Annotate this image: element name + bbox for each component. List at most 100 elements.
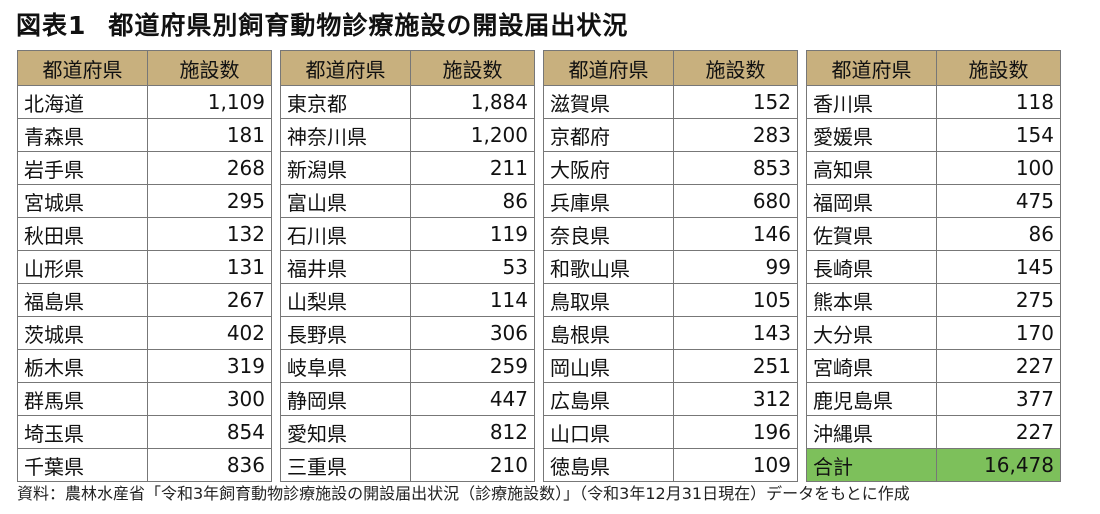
table-block: 都道府県 施設数 北海道 1,109 青森県 181 岩手県 268 宮城県 295 秋田県 132 山…	[17, 50, 272, 482]
header-row: 都道府県 施設数	[543, 50, 798, 86]
table-row: 愛媛県 154	[806, 118, 1061, 152]
prefecture-name: 群馬県	[17, 382, 148, 416]
prefecture-name: 広島県	[543, 382, 674, 416]
table-row: 宮崎県 227	[806, 349, 1061, 383]
facility-count: 447	[410, 382, 535, 416]
facility-count: 275	[936, 283, 1061, 317]
prefecture-name: 鳥取県	[543, 283, 674, 317]
table-row: 京都府 283	[543, 118, 798, 152]
facility-count: 211	[410, 151, 535, 185]
prefecture-name: 宮崎県	[806, 349, 937, 383]
facility-count: 170	[936, 316, 1061, 350]
prefecture-name: 香川県	[806, 85, 937, 119]
prefecture-name: 新潟県	[280, 151, 411, 185]
prefecture-name: 沖縄県	[806, 415, 937, 449]
facility-count: 812	[410, 415, 535, 449]
prefecture-name: 福島県	[17, 283, 148, 317]
table-row: 島根県 143	[543, 316, 798, 350]
table-row: 和歌山県 99	[543, 250, 798, 284]
table-row: 兵庫県 680	[543, 184, 798, 218]
table-row: 静岡県 447	[280, 382, 535, 416]
prefecture-name: 山梨県	[280, 283, 411, 317]
prefecture-name: 福岡県	[806, 184, 937, 218]
facility-count: 210	[410, 448, 535, 482]
table-row: 秋田県 132	[17, 217, 272, 251]
prefecture-name: 千葉県	[17, 448, 148, 482]
prefecture-name: 愛媛県	[806, 118, 937, 152]
facility-count: 283	[673, 118, 798, 152]
prefecture-name: 京都府	[543, 118, 674, 152]
table-row: 広島県 312	[543, 382, 798, 416]
prefecture-name: 埼玉県	[17, 415, 148, 449]
facility-count: 268	[147, 151, 272, 185]
table-row: 山口県 196	[543, 415, 798, 449]
facility-count: 1,109	[147, 85, 272, 119]
facility-count: 853	[673, 151, 798, 185]
facility-count: 100	[936, 151, 1061, 185]
table-row: 宮城県 295	[17, 184, 272, 218]
table-row: 埼玉県 854	[17, 415, 272, 449]
prefecture-name: 高知県	[806, 151, 937, 185]
table-row: 鳥取県 105	[543, 283, 798, 317]
table-row: 三重県 210	[280, 448, 535, 482]
table-row: 愛知県 812	[280, 415, 535, 449]
facility-count: 227	[936, 349, 1061, 383]
prefecture-name: 三重県	[280, 448, 411, 482]
facility-count: 1,884	[410, 85, 535, 119]
table-row: 徳島県 109	[543, 448, 798, 482]
facility-count: 53	[410, 250, 535, 284]
prefecture-name: 長崎県	[806, 250, 937, 284]
total-row: 合計 16,478	[806, 448, 1061, 482]
facility-count: 196	[673, 415, 798, 449]
table-row: 栃木県 319	[17, 349, 272, 383]
facility-count: 114	[410, 283, 535, 317]
table-row: 鹿児島県 377	[806, 382, 1061, 416]
facility-count: 267	[147, 283, 272, 317]
facility-count: 295	[147, 184, 272, 218]
facility-count: 475	[936, 184, 1061, 218]
facility-count: 680	[673, 184, 798, 218]
prefecture-name: 栃木県	[17, 349, 148, 383]
table-row: 佐賀県 86	[806, 217, 1061, 251]
facility-count: 146	[673, 217, 798, 251]
header-row: 都道府県 施設数	[280, 50, 535, 86]
facility-count: 181	[147, 118, 272, 152]
header-count: 施設数	[410, 50, 535, 86]
facility-count: 836	[147, 448, 272, 482]
table-row: 山梨県 114	[280, 283, 535, 317]
prefecture-name: 大阪府	[543, 151, 674, 185]
prefecture-name: 大分県	[806, 316, 937, 350]
facility-count: 109	[673, 448, 798, 482]
page-title: 図表1 都道府県別飼育動物診療施設の開設届出状況	[16, 6, 628, 42]
facility-count: 854	[147, 415, 272, 449]
header-count: 施設数	[147, 50, 272, 86]
table-row: 東京都 1,884	[280, 85, 535, 119]
facility-count: 377	[936, 382, 1061, 416]
prefecture-name: 神奈川県	[280, 118, 411, 152]
prefecture-name: 滋賀県	[543, 85, 674, 119]
facility-count: 118	[936, 85, 1061, 119]
source-note: 資料：農林水産省「令和3年飼育動物診療施設の開設届出状況（診療施設数）」（令和3…	[17, 484, 910, 503]
total-label: 合計	[806, 448, 937, 482]
facility-count: 99	[673, 250, 798, 284]
facility-tables: 都道府県 施設数 北海道 1,109 青森県 181 岩手県 268 宮城県 295 秋田県 132 山…	[17, 50, 1061, 482]
table-row: 山形県 131	[17, 250, 272, 284]
table-row: 滋賀県 152	[543, 85, 798, 119]
table-row: 岐阜県 259	[280, 349, 535, 383]
prefecture-name: 石川県	[280, 217, 411, 251]
facility-count: 1,200	[410, 118, 535, 152]
facility-count: 154	[936, 118, 1061, 152]
table-block: 都道府県 施設数 滋賀県 152 京都府 283 大阪府 853 兵庫県 680 奈良県 146 和歌山…	[543, 50, 798, 482]
prefecture-name: 北海道	[17, 85, 148, 119]
table-row: 千葉県 836	[17, 448, 272, 482]
table-row: 香川県 118	[806, 85, 1061, 119]
prefecture-name: 岩手県	[17, 151, 148, 185]
prefecture-name: 佐賀県	[806, 217, 937, 251]
table-block: 都道府県 施設数 香川県 118 愛媛県 154 高知県 100 福岡県 475 佐賀県 86 長崎県 1…	[806, 50, 1061, 482]
table-row: 福岡県 475	[806, 184, 1061, 218]
prefecture-name: 富山県	[280, 184, 411, 218]
table-row: 沖縄県 227	[806, 415, 1061, 449]
prefecture-name: 熊本県	[806, 283, 937, 317]
table-row: 長野県 306	[280, 316, 535, 350]
table-row: 石川県 119	[280, 217, 535, 251]
